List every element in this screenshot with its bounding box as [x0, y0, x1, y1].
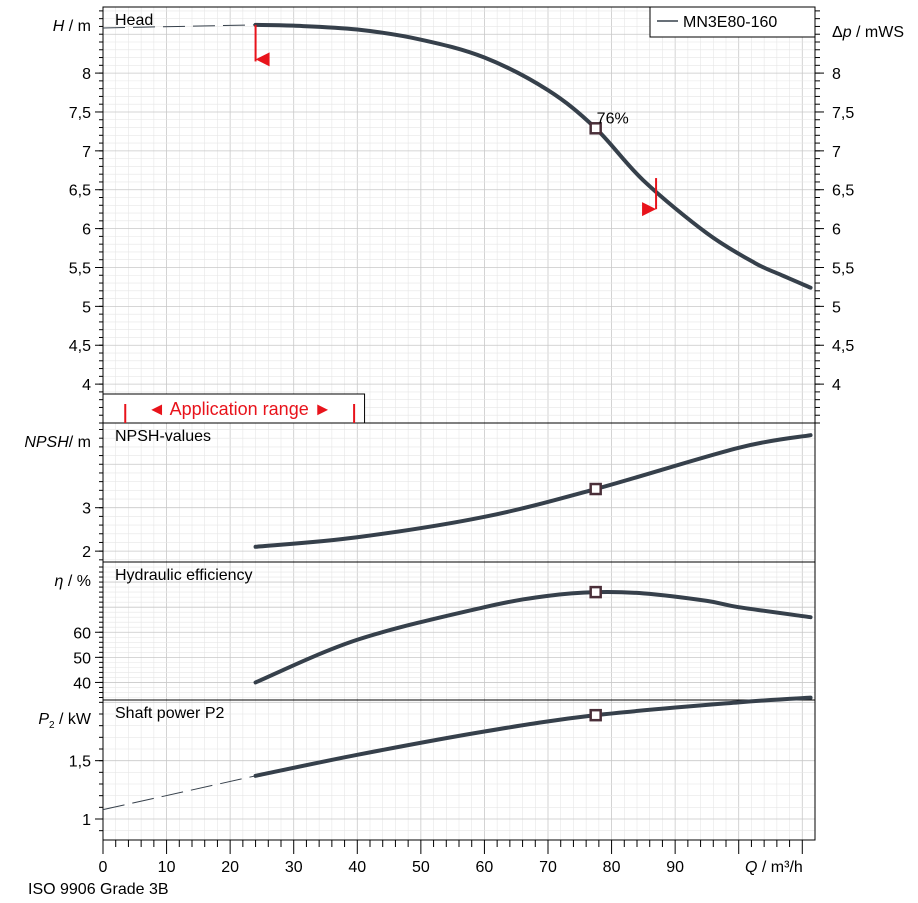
series-line-eta — [253, 589, 813, 685]
duty-point-marker-eta — [589, 585, 602, 599]
y-tick-label: 1 — [82, 812, 91, 829]
x-tick-label: 50 — [412, 859, 430, 876]
application-range-label: ◄ Application range ► — [148, 399, 332, 419]
duty-point-efficiency-label: 76% — [597, 110, 629, 127]
y-tick-label-right: 6 — [832, 222, 841, 239]
y-axis-label-right: Δp / mWS — [832, 24, 904, 41]
y-tick-label: 40 — [73, 675, 91, 692]
y-axis-label-head: H / m — [53, 18, 91, 35]
y-tick-label: 3 — [82, 501, 91, 518]
panel-title-head: Head — [115, 12, 153, 29]
panel-title-npsh: NPSH-values — [115, 428, 211, 445]
y-tick-label-right: 5 — [832, 299, 841, 316]
y-tick-label: 1,5 — [69, 754, 91, 771]
x-tick-label: 10 — [158, 859, 176, 876]
application-range-box — [102, 393, 366, 424]
panel-title-p2: Shaft power P2 — [115, 705, 225, 722]
duty-point-marker-npsh — [589, 482, 602, 496]
y-tick-label-right: 8 — [832, 66, 841, 83]
y-tick-label-right: 4,5 — [832, 338, 854, 355]
y-tick-label: 6 — [82, 222, 91, 239]
range-limit-arrow-max — [642, 202, 657, 217]
series-line-head — [253, 22, 813, 290]
range-limit-arrow-min — [255, 52, 270, 67]
series-curves — [102, 22, 813, 811]
y-tick-label-right: 7,5 — [832, 105, 854, 122]
x-tick-label: 0 — [99, 859, 108, 876]
annotations: 76% ◄ Application range ► MN3E80-160 — [102, 6, 816, 722]
y-axis-label-eta: η / % — [55, 573, 91, 590]
y-tick-label: 60 — [73, 625, 91, 642]
x-tick-label: 80 — [603, 859, 621, 876]
y-tick-label: 5 — [82, 299, 91, 316]
x-tick-label: 70 — [539, 859, 557, 876]
legend-box — [649, 6, 816, 38]
x-tick-label: 40 — [348, 859, 366, 876]
panel-title-eta: Hydraulic efficiency — [115, 567, 253, 584]
y-tick-label: 50 — [73, 650, 91, 667]
y-tick-label: 4,5 — [69, 338, 91, 355]
axis-labels: 4 4 4,5 4,5 5 5 5,5 5,5 6 6 6,5 6,5 7 7 7,5 7,5 8 8 Head H … — [24, 12, 904, 898]
y-tick-label-right: 6,5 — [832, 183, 854, 200]
y-tick-label: 7,5 — [69, 105, 91, 122]
grid — [103, 7, 815, 840]
y-tick-label: 6,5 — [69, 183, 91, 200]
y-tick-label: 8 — [82, 66, 91, 83]
y-tick-label-right: 7 — [832, 144, 841, 161]
y-tick-label-right: 4 — [832, 377, 841, 394]
x-tick-label: 20 — [221, 859, 239, 876]
legend-label: MN3E80-160 — [683, 14, 777, 31]
series-line-npsh — [253, 433, 813, 549]
x-tick-label: 60 — [476, 859, 494, 876]
y-tick-label: 5,5 — [69, 260, 91, 277]
footer-standard: ISO 9906 Grade 3B — [28, 881, 169, 898]
duty-point-marker-p2 — [589, 708, 602, 722]
curve-extension-head — [102, 24, 256, 29]
y-tick-label: 2 — [82, 544, 91, 561]
y-tick-label: 7 — [82, 144, 91, 161]
y-tick-label: 4 — [82, 377, 91, 394]
y-axis-label-npsh: NPSH/ m — [24, 434, 91, 451]
curve-extension-p2 — [102, 775, 256, 811]
x-tick-label: 90 — [666, 859, 684, 876]
duty-point-marker-head — [589, 122, 602, 135]
y-axis-label-p2: P2 / kW — [38, 711, 92, 731]
x-tick-label: 30 — [285, 859, 303, 876]
y-tick-label-right: 5,5 — [832, 260, 854, 277]
axis-ticks — [95, 10, 824, 854]
series-line-p2 — [253, 695, 813, 778]
x-axis-label: Q / m³/h — [745, 859, 803, 876]
